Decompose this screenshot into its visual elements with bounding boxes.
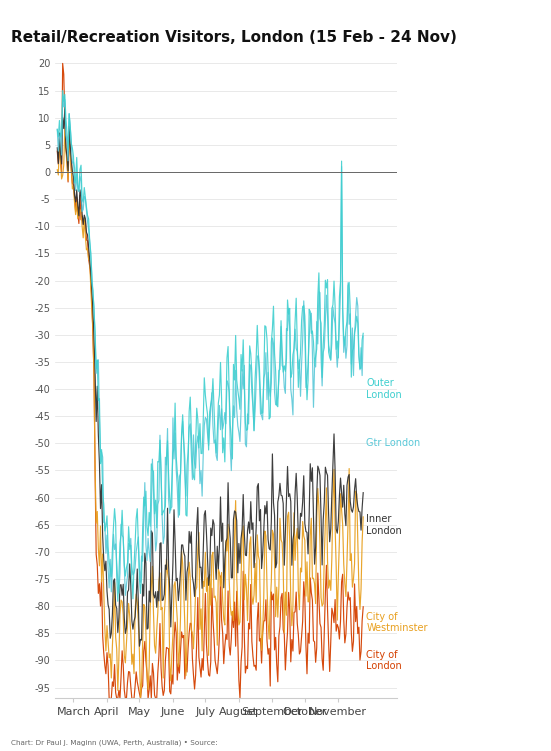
Text: City of
London: City of London bbox=[366, 650, 402, 671]
Text: Retail/Recreation Visitors, London (15 Feb - 24 Nov): Retail/Recreation Visitors, London (15 F… bbox=[11, 30, 457, 45]
Text: City of
Westminster: City of Westminster bbox=[366, 611, 428, 633]
Text: Chart: Dr Paul J. Maginn (UWA, Perth, Australia) • Source:: Chart: Dr Paul J. Maginn (UWA, Perth, Au… bbox=[11, 740, 220, 746]
Text: Gtr London: Gtr London bbox=[366, 439, 421, 448]
Text: Outer
London: Outer London bbox=[366, 379, 402, 400]
Text: Inner
London: Inner London bbox=[366, 514, 402, 535]
